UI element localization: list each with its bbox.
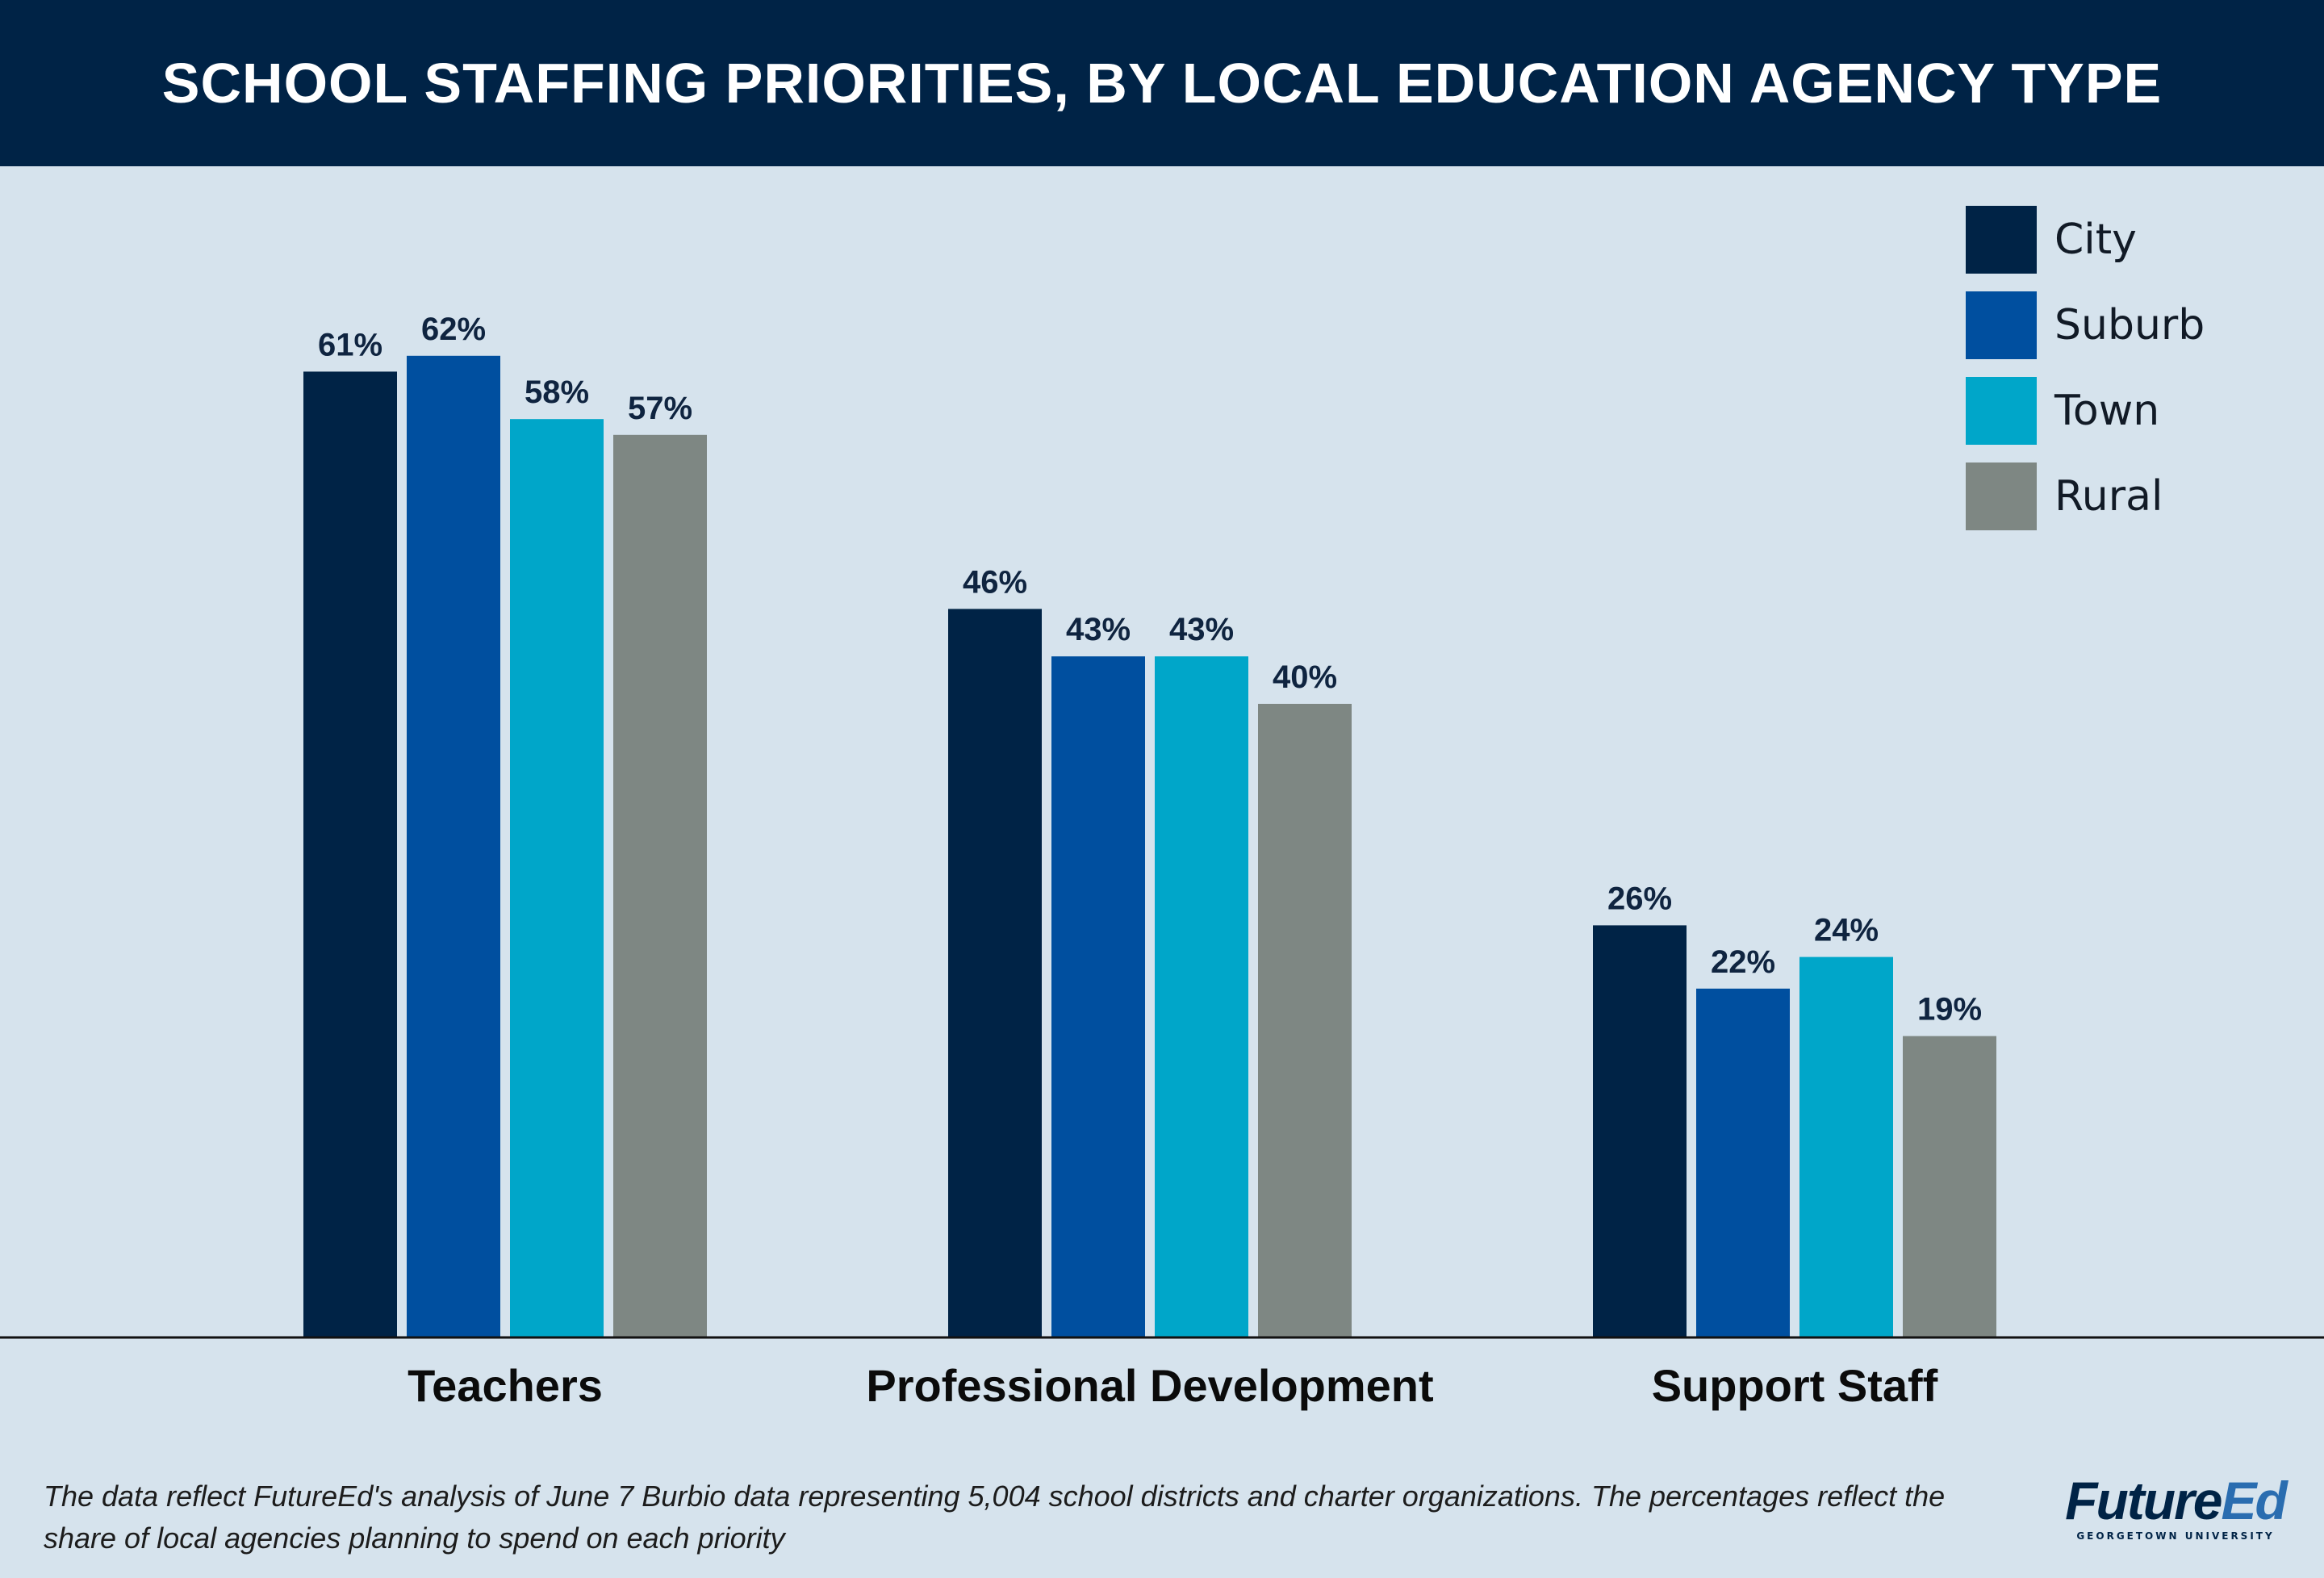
- data-label-rural-2: 19%: [1917, 992, 1982, 1028]
- legend-swatch-rural: [1966, 463, 2037, 530]
- data-label-suburb-0: 62%: [421, 312, 486, 347]
- bar-chart: 61% 62% 58% 57% Teachers 46% 43% 43% 40% Professi…: [0, 312, 2324, 1411]
- futureed-logo: FutureEd GEORGETOWN UNIVERSITY: [2063, 1474, 2288, 1542]
- legend-item-town: Town: [1966, 377, 2205, 445]
- chart-title: SCHOOL STAFFING PRIORITIES, BY LOCAL EDU…: [161, 52, 2163, 115]
- data-label-suburb-1: 43%: [1066, 612, 1131, 647]
- bar-town-0: [510, 419, 604, 1337]
- legend-item-suburb: Suburb: [1966, 291, 2205, 359]
- chart-legend: City Suburb Town Rural: [1966, 206, 2205, 548]
- data-label-city-2: 26%: [1607, 881, 1672, 916]
- data-label-city-1: 46%: [963, 564, 1027, 600]
- bar-suburb-0: [407, 355, 500, 1337]
- bar-suburb-2: [1696, 988, 1790, 1337]
- logo-subtitle: GEORGETOWN UNIVERSITY: [2076, 1530, 2275, 1542]
- data-label-town-1: 43%: [1169, 612, 1234, 647]
- legend-label-town: Town: [2054, 387, 2160, 435]
- bar-suburb-1: [1051, 656, 1145, 1337]
- legend-label-suburb: Suburb: [2054, 301, 2205, 350]
- data-label-town-0: 58%: [525, 375, 589, 410]
- bar-city-1: [948, 609, 1042, 1337]
- legend-swatch-suburb: [1966, 291, 2037, 359]
- bar-city-0: [303, 371, 397, 1337]
- footnote: The data reflect FutureEd's analysis of …: [44, 1480, 1946, 1555]
- bar-city-2: [1593, 925, 1687, 1337]
- bar-rural-0: [613, 434, 707, 1337]
- legend-item-rural: Rural: [1966, 463, 2205, 530]
- chart-header: SCHOOL STAFFING PRIORITIES, BY LOCAL EDU…: [0, 0, 2324, 166]
- bar-rural-1: [1258, 704, 1352, 1337]
- data-label-rural-1: 40%: [1273, 659, 1337, 695]
- data-label-rural-0: 57%: [628, 391, 692, 426]
- category-label-2: Support Staff: [1652, 1360, 1938, 1411]
- logo-wordmark: FutureEd: [2065, 1471, 2288, 1530]
- bar-town-1: [1155, 656, 1248, 1337]
- legend-item-city: City: [1966, 206, 2205, 274]
- category-label-1: Professional Development: [866, 1360, 1433, 1411]
- bar-town-2: [1799, 956, 1893, 1337]
- legend-label-city: City: [2054, 216, 2137, 264]
- legend-swatch-city: [1966, 206, 2037, 274]
- data-label-city-0: 61%: [318, 327, 382, 362]
- legend-label-rural: Rural: [2054, 472, 2163, 521]
- data-label-suburb-2: 22%: [1711, 944, 1775, 980]
- bar-rural-2: [1903, 1036, 1996, 1337]
- data-label-town-2: 24%: [1814, 913, 1879, 948]
- legend-swatch-town: [1966, 377, 2037, 445]
- category-label-0: Teachers: [408, 1360, 603, 1411]
